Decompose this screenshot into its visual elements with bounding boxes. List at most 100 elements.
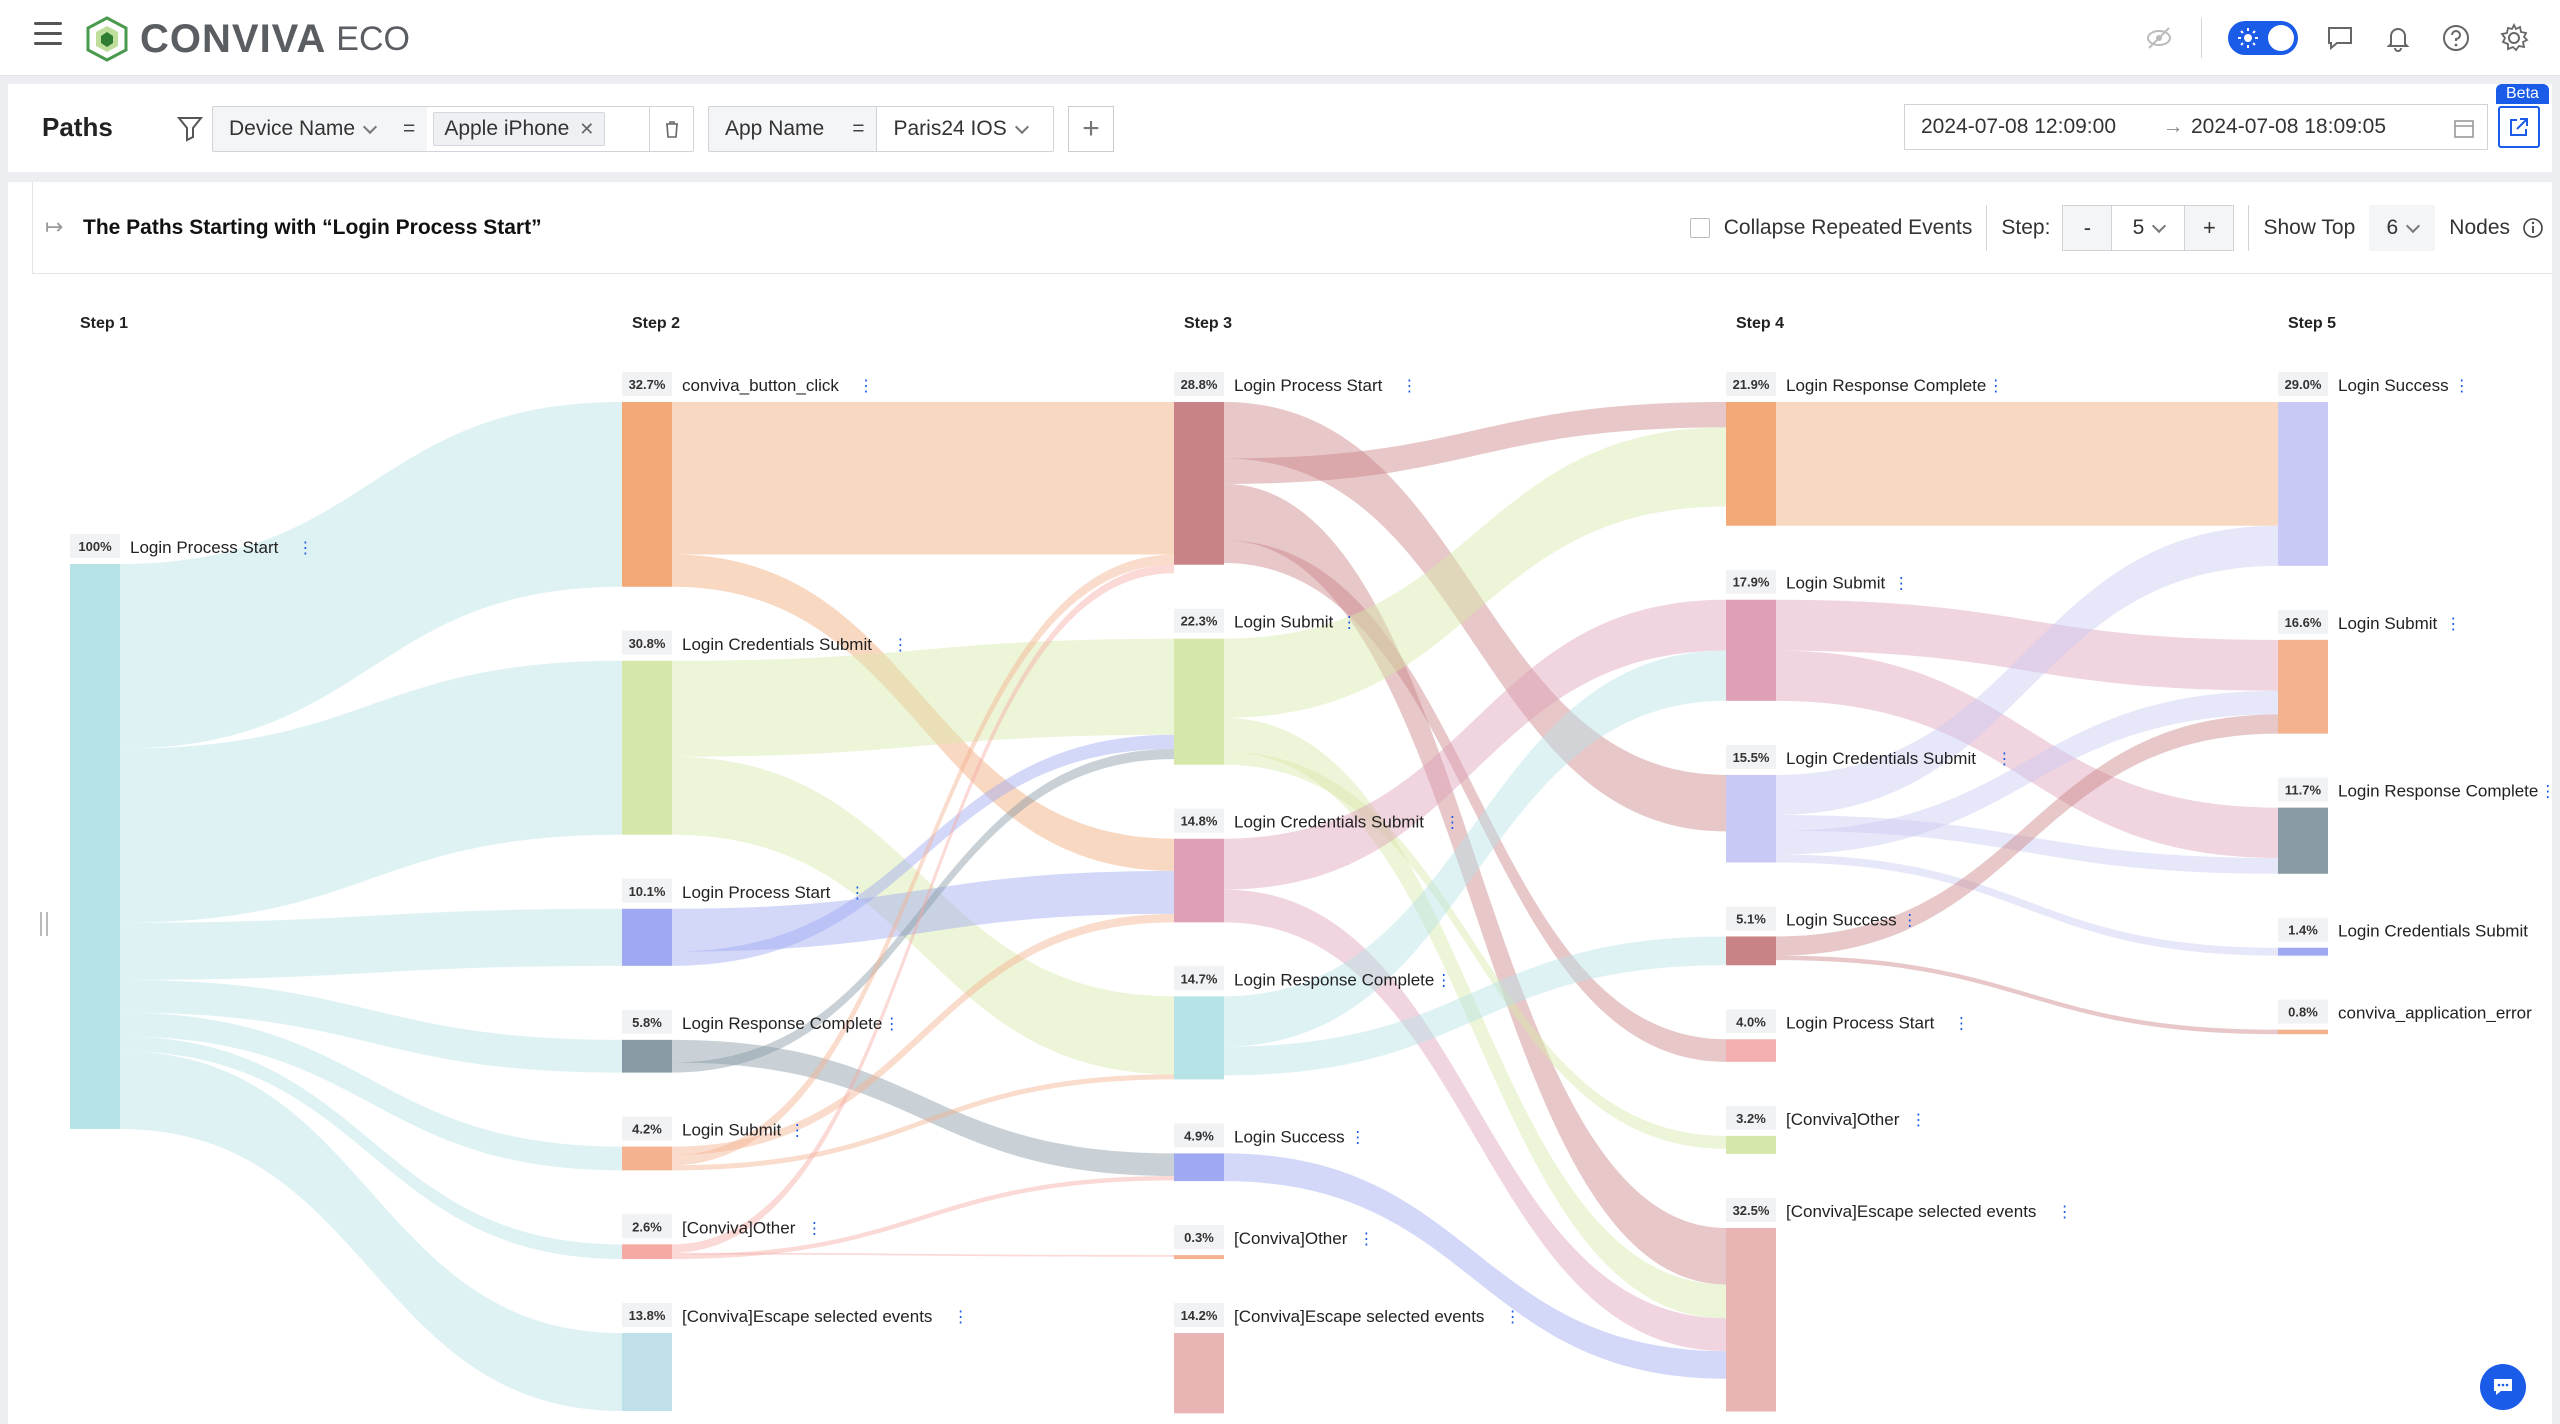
node-menu-icon[interactable]: ⋮	[892, 637, 908, 654]
node-menu-icon[interactable]: ⋮	[858, 378, 874, 395]
sankey-node[interactable]: 4.0% Login Process Start ⋮	[1726, 1009, 1969, 1062]
node-menu-icon[interactable]: ⋮	[1401, 378, 1417, 395]
node-pct: 4.2%	[632, 1122, 662, 1137]
sankey-link	[1224, 599, 1726, 890]
node-pct-badge	[622, 630, 672, 655]
sankey-node[interactable]: 29.0% Login Success ⋮	[2278, 372, 2470, 566]
page-title: Paths	[42, 112, 113, 142]
step-decrement-button[interactable]: -	[2063, 206, 2112, 250]
sankey-node[interactable]: 0.8%conviva_application_error⋮	[2278, 999, 2552, 1035]
node-pct-badge	[2278, 609, 2328, 634]
sankey-node[interactable]: 14.2% [Conviva]Escape selected events ⋮	[1174, 1303, 1521, 1414]
node-bar	[2278, 947, 2328, 956]
device-value-input[interactable]: Apple iPhone ✕	[427, 107, 649, 151]
sankey-node[interactable]: 4.2% Login Submit ⋮	[622, 1116, 805, 1171]
conviva-logo[interactable]: CONVIVA ECO	[84, 16, 410, 62]
sankey-node[interactable]: 28.8% Login Process Start ⋮	[1174, 372, 1417, 565]
info-icon[interactable]	[2522, 217, 2544, 239]
sankey-node[interactable]: 17.9% Login Submit ⋮	[1726, 569, 1909, 701]
node-menu-icon[interactable]: ⋮	[1910, 1112, 1926, 1129]
panel-title: The Paths Starting with “Login Process S…	[83, 216, 542, 239]
gear-icon[interactable]	[2498, 22, 2530, 54]
node-menu-icon[interactable]: ⋮	[1988, 378, 2004, 395]
sankey-node[interactable]: 5.1% Login Success ⋮	[1726, 906, 1918, 966]
node-menu-icon[interactable]: ⋮	[2540, 784, 2552, 801]
node-label: [Conviva]Escape selected events	[1786, 1202, 2036, 1221]
node-label: Login Credentials Submit	[1786, 749, 1976, 768]
bell-icon[interactable]	[2382, 22, 2414, 54]
device-field-select[interactable]: Device Name	[213, 107, 391, 151]
export-button[interactable]	[2498, 106, 2540, 148]
app-field-label[interactable]: App Name	[725, 117, 825, 140]
step-select[interactable]: 5	[2111, 206, 2186, 250]
node-menu-icon[interactable]: ⋮	[297, 540, 313, 557]
step-increment-button[interactable]: +	[2185, 206, 2234, 250]
node-menu-icon[interactable]: ⋮	[1893, 576, 1909, 593]
sankey-node[interactable]: 14.8% Login Credentials Submit ⋮	[1174, 808, 1460, 923]
sankey-node[interactable]: 13.8% [Conviva]Escape selected events ⋮	[622, 1303, 969, 1411]
node-menu-icon[interactable]: ⋮	[1505, 1309, 1521, 1326]
calendar-icon[interactable]	[2453, 117, 2475, 139]
node-menu-icon[interactable]: ⋮	[884, 1016, 900, 1033]
sankey-node[interactable]: 30.8% Login Credentials Submit ⋮	[622, 630, 908, 835]
node-menu-icon[interactable]: ⋮	[1341, 615, 1357, 632]
node-menu-icon[interactable]: ⋮	[806, 1220, 822, 1237]
filter-icon[interactable]	[176, 114, 204, 142]
node-menu-icon[interactable]: ⋮	[2057, 1204, 2073, 1221]
resize-handle[interactable]	[40, 912, 48, 936]
show-top-select[interactable]: 6	[2369, 205, 2436, 251]
delete-filter-button[interactable]	[649, 107, 693, 151]
chat-icon[interactable]	[2324, 22, 2356, 54]
sankey-node[interactable]: 32.5% [Conviva]Escape selected events ⋮	[1726, 1197, 2073, 1412]
node-menu-icon[interactable]: ⋮	[1358, 1231, 1374, 1248]
sankey-node[interactable]: 3.2% [Conviva]Other ⋮	[1726, 1105, 1926, 1154]
sankey-node[interactable]: 22.3% Login Submit ⋮	[1174, 608, 1357, 765]
menu-icon[interactable]	[34, 22, 62, 50]
node-label: conviva_button_click	[682, 376, 839, 395]
node-menu-icon[interactable]: ⋮	[1953, 1015, 1969, 1032]
node-menu-icon[interactable]: ⋮	[2454, 378, 2470, 395]
support-chat-button[interactable]	[2480, 1364, 2526, 1410]
node-bar	[1726, 1135, 1776, 1154]
sankey-node[interactable]: 4.9% Login Success ⋮	[1174, 1123, 1366, 1182]
sankey-node[interactable]: 11.7% Login Response Complete ⋮	[2278, 777, 2552, 874]
sankey-node[interactable]: 10.1% Login Process Start ⋮	[622, 878, 865, 966]
node-menu-icon[interactable]: ⋮	[789, 1123, 805, 1140]
node-menu-icon[interactable]: ⋮	[1444, 815, 1460, 832]
sankey-node[interactable]: 1.4% Login Credentials Submit ⋮	[2278, 917, 2552, 956]
collapse-repeated-checkbox[interactable]	[1689, 218, 1710, 238]
node-menu-icon[interactable]: ⋮	[953, 1309, 969, 1326]
node-menu-icon[interactable]: ⋮	[2445, 616, 2461, 633]
node-menu-icon[interactable]: ⋮	[2548, 924, 2552, 941]
sankey-node[interactable]: 0.3% [Conviva]Other ⋮	[1174, 1225, 1374, 1260]
add-filter-button[interactable]: +	[1068, 106, 1114, 152]
sankey-node[interactable]: 100% Login Process Start ⋮	[70, 534, 313, 1129]
node-bar	[1726, 402, 1776, 526]
node-menu-icon[interactable]: ⋮	[1436, 972, 1452, 989]
date-from[interactable]: 2024-07-08 12:09:00	[1921, 115, 2116, 138]
sankey-node[interactable]: 14.7% Login Response Complete ⋮	[1174, 966, 1452, 1080]
node-menu-icon[interactable]: ⋮	[1996, 751, 2012, 768]
node-menu-icon[interactable]: ⋮	[1902, 912, 1918, 929]
sankey-node[interactable]: 5.8% Login Response Complete ⋮	[622, 1009, 900, 1073]
node-menu-icon[interactable]: ⋮	[1350, 1129, 1366, 1146]
expand-arrow-icon[interactable]: ↦	[45, 214, 64, 239]
app-value-select[interactable]: Paris24 IOS	[876, 107, 1053, 151]
help-icon[interactable]	[2440, 22, 2472, 54]
node-bar	[2278, 1029, 2328, 1035]
date-to[interactable]: 2024-07-08 18:09:05	[2191, 115, 2386, 138]
sankey-link	[1224, 889, 1726, 1352]
remove-tag-icon[interactable]: ✕	[579, 118, 595, 139]
node-menu-icon[interactable]: ⋮	[849, 885, 865, 902]
sankey-node[interactable]: 2.6% [Conviva]Other ⋮	[622, 1214, 822, 1260]
node-pct: 4.9%	[1184, 1128, 1214, 1143]
hide-icon[interactable]	[2143, 22, 2175, 54]
date-range-picker[interactable]: 2024-07-08 12:09:00 → 2024-07-08 18:09:0…	[1904, 104, 2488, 150]
sankey-node[interactable]: 16.6% Login Submit ⋮	[2278, 609, 2461, 734]
node-bar	[622, 402, 672, 587]
sankey-node[interactable]: 15.5% Login Credentials Submit ⋮	[1726, 744, 2012, 863]
sankey-link	[1776, 714, 2278, 956]
sankey-node[interactable]: 21.9% Login Response Complete ⋮	[1726, 372, 2004, 526]
sankey-node[interactable]: 32.7% conviva_button_click ⋮	[622, 372, 874, 587]
theme-toggle[interactable]	[2228, 21, 2298, 55]
